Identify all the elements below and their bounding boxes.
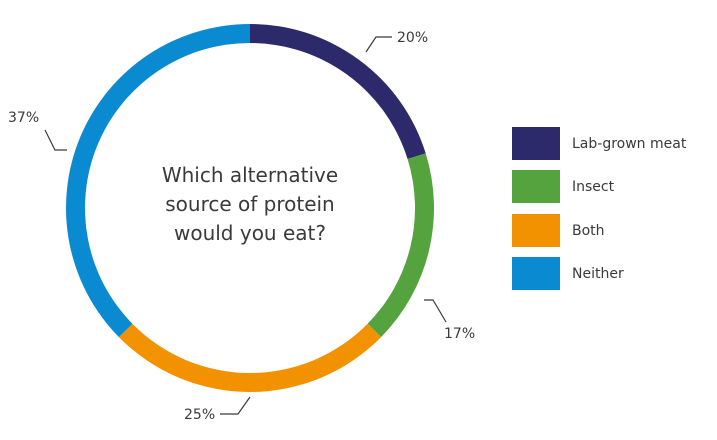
data-label-lab-grown-meat: 20% [397,30,428,46]
center-title-line-1: Which alternative [162,163,338,187]
slice-insect [367,153,435,338]
center-title-line-3: would you eat? [174,221,326,245]
legend-label-lab-grown-meat: Lab-grown meat [572,136,687,152]
legend-label-both: Both [572,223,605,239]
data-label-insect: 17% [444,326,475,342]
legend-swatch-neither [512,257,560,290]
leader-line-neither [44,129,67,151]
legend: Lab-grown meat Insect Both Neither [512,127,687,290]
donut-slices [65,24,435,392]
leader-line-lab-grown-meat [365,36,392,53]
legend-label-insect: Insect [572,179,615,195]
slice-neither [65,24,250,338]
legend-swatch-lab-grown-meat [512,127,560,160]
leader-line-both [220,396,251,415]
legend-label-neither: Neither [572,266,624,282]
legend-swatch-both [512,214,560,247]
slice-lab-grown-meat [250,24,426,160]
center-title-line-2: source of protein [165,192,335,216]
legend-swatch-insect [512,170,560,203]
data-label-neither: 37% [8,110,39,126]
leader-line-insect [424,299,447,323]
data-label-both: 25% [184,407,215,423]
slice-both [118,323,382,392]
